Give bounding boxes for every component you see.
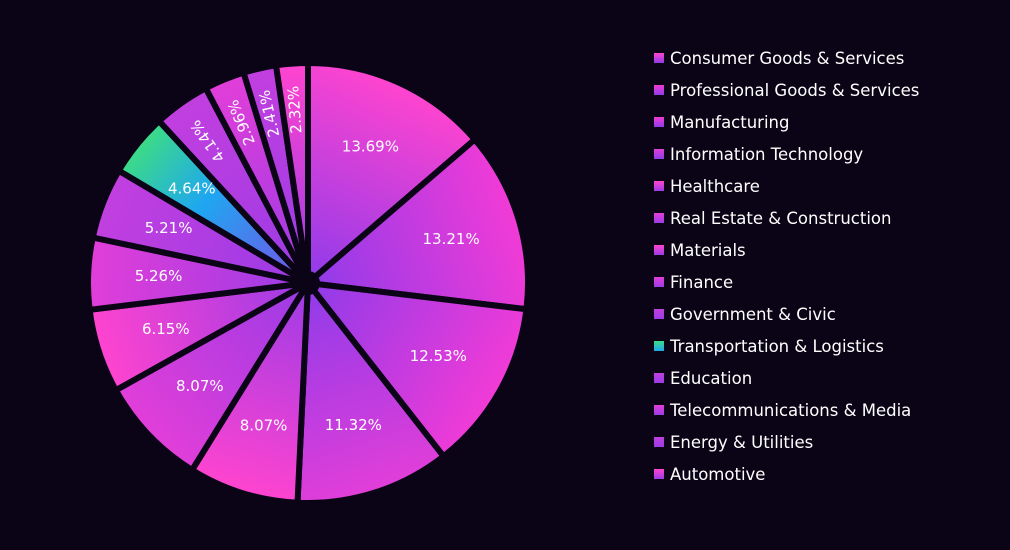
legend-item: Materials <box>654 234 919 266</box>
legend-label: Materials <box>670 240 746 260</box>
legend-label: Government & Civic <box>670 304 836 324</box>
pie-slice-4 <box>294 280 447 506</box>
slice-value-label: 5.21% <box>145 219 193 237</box>
pie-chart: 13.69% 13.21% 12.53% 11.32% 8.07% 8.07% 6.15% 5… <box>85 60 531 506</box>
pie-slice-5 <box>189 280 311 506</box>
legend-swatch <box>654 309 664 319</box>
legend-item: Finance <box>654 266 919 298</box>
legend-item: Transportation & Logistics <box>654 330 919 362</box>
pie-slice-1 <box>305 60 478 286</box>
pie-slice-14 <box>273 60 311 286</box>
legend-label: Professional Goods & Services <box>670 80 920 100</box>
slice-value-label: 13.69% <box>342 138 399 156</box>
pie-slice-3 <box>305 280 530 460</box>
legend-label: Real Estate & Construction <box>670 208 892 228</box>
slice-value-label: 12.53% <box>410 347 467 365</box>
legend-label: Energy & Utilities <box>670 432 814 452</box>
slice-value-label: 4.64% <box>168 179 216 197</box>
slice-value-label: 8.07% <box>176 377 224 395</box>
legend-item: Government & Civic <box>654 298 919 330</box>
slice-value-label: 13.21% <box>423 230 480 248</box>
legend-item: Telecommunications & Media <box>654 394 919 426</box>
legend-label: Consumer Goods & Services <box>670 48 905 68</box>
legend-swatch <box>654 85 664 95</box>
legend-item: Education <box>654 362 919 394</box>
legend-swatch <box>654 213 664 223</box>
slice-value-label: 6.15% <box>142 320 190 338</box>
legend-label: Manufacturing <box>670 112 790 132</box>
legend-swatch <box>654 149 664 159</box>
legend-swatch <box>654 341 664 351</box>
legend-swatch <box>654 437 664 447</box>
legend-swatch <box>654 53 664 63</box>
legend-item: Manufacturing <box>654 106 919 138</box>
pie-slice-2 <box>305 136 531 313</box>
slice-value-label: 2.32% <box>284 85 305 134</box>
legend-swatch <box>654 117 664 127</box>
legend-item: Consumer Goods & Services <box>654 42 919 74</box>
legend-label: Information Technology <box>670 144 864 164</box>
legend-swatch <box>654 277 664 287</box>
legend-swatch <box>654 469 664 479</box>
pie-slices <box>85 60 531 506</box>
legend-item: Healthcare <box>654 170 919 202</box>
legend-label: Transportation & Logistics <box>670 336 884 356</box>
legend-label: Finance <box>670 272 734 292</box>
legend-item: Energy & Utilities <box>654 426 919 458</box>
legend-swatch <box>654 405 664 415</box>
legend-item: Information Technology <box>654 138 919 170</box>
pie-center <box>296 271 320 295</box>
legend-swatch <box>654 181 664 191</box>
pie-slice-6 <box>112 280 311 473</box>
slice-value-label: 11.32% <box>325 416 382 434</box>
legend-label: Automotive <box>670 464 766 484</box>
legend-label: Education <box>670 368 753 388</box>
legend-item: Automotive <box>654 458 919 490</box>
legend-swatch <box>654 245 664 255</box>
legend-item: Real Estate & Construction <box>654 202 919 234</box>
slice-value-label: 5.26% <box>135 267 183 285</box>
slice-value-label: 8.07% <box>240 416 288 434</box>
legend-swatch <box>654 373 664 383</box>
legend-label: Healthcare <box>670 176 760 196</box>
legend-label: Telecommunications & Media <box>670 400 912 420</box>
legend-item: Professional Goods & Services <box>654 74 919 106</box>
legend: Consumer Goods & Services Professional Go… <box>654 42 919 490</box>
